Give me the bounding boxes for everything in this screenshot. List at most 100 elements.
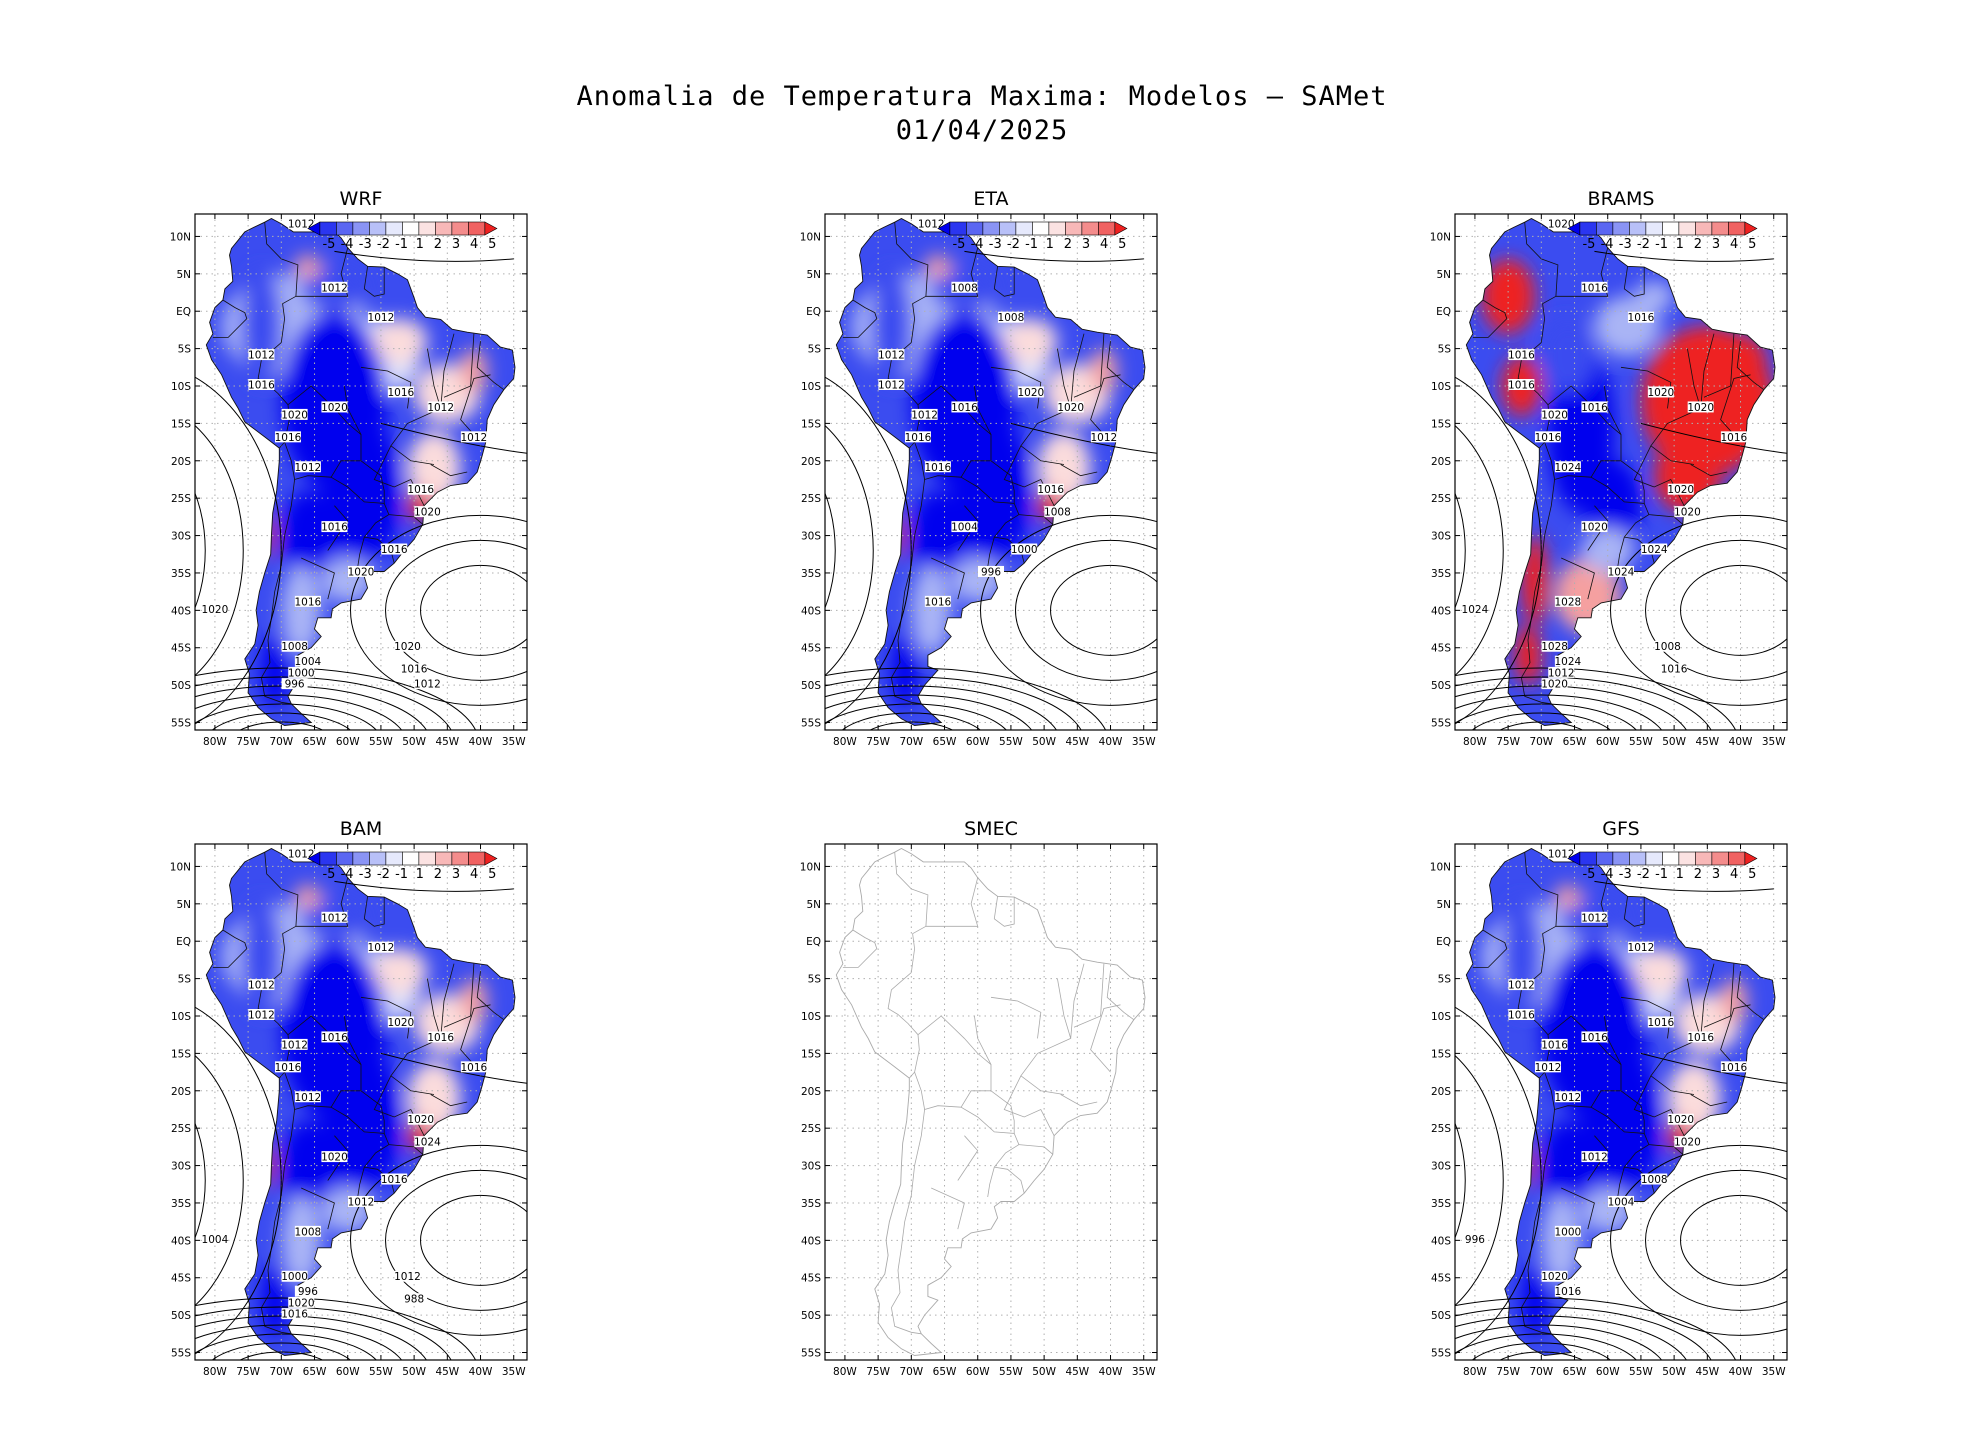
country-border bbox=[925, 247, 979, 297]
country-border bbox=[887, 972, 920, 1079]
colorbar-label: -3 bbox=[359, 867, 372, 882]
colorbar-swatch bbox=[352, 221, 370, 236]
country-border bbox=[1590, 460, 1645, 504]
anomaly-region bbox=[1594, 296, 1661, 357]
contour-label: 1016 bbox=[381, 544, 408, 556]
contour-label-bg bbox=[1554, 1285, 1581, 1297]
country-border bbox=[295, 247, 349, 297]
contour-label-bg bbox=[387, 1016, 414, 1028]
anomaly-region bbox=[1090, 348, 1118, 394]
y-tick-label: 25S bbox=[1431, 493, 1451, 505]
map-frame bbox=[1454, 213, 1788, 731]
anomaly-region bbox=[460, 978, 488, 1024]
contour-label: 1016 bbox=[1508, 350, 1535, 362]
colorbar-swatch bbox=[1612, 851, 1630, 866]
colorbar-swatch bbox=[1596, 851, 1614, 866]
isobar bbox=[1455, 667, 1737, 730]
anomaly-region bbox=[261, 1262, 289, 1338]
contour-label-bg bbox=[281, 408, 308, 420]
contour-label-bg bbox=[381, 1173, 408, 1185]
colorbar-label: 3 bbox=[1082, 237, 1090, 252]
y-tick-label: EQ bbox=[806, 306, 821, 318]
colorbar-label: -4 bbox=[1601, 237, 1614, 252]
contour-label: 1008 bbox=[1044, 507, 1071, 519]
country-border bbox=[993, 503, 1020, 538]
country-border bbox=[1703, 333, 1735, 398]
contour-label-bg bbox=[401, 663, 428, 675]
contour-label: 1020 bbox=[1017, 387, 1044, 399]
y-tick-label: 20S bbox=[171, 456, 191, 468]
contour-label: 1012 bbox=[288, 849, 315, 861]
country-border bbox=[974, 1015, 992, 1065]
contour-label: 1012 bbox=[1628, 942, 1655, 954]
colorbar-label: 4 bbox=[470, 237, 478, 252]
anomaly-region bbox=[281, 1195, 322, 1286]
isobar bbox=[1455, 1006, 1542, 1355]
colorbar-label: -3 bbox=[1619, 237, 1632, 252]
contour-label: 1020 bbox=[1667, 484, 1694, 496]
contour-label-bg bbox=[951, 401, 978, 413]
isobar bbox=[195, 667, 477, 730]
contour-label-bg bbox=[1661, 663, 1688, 675]
contour-label: 1012 bbox=[427, 402, 454, 414]
country-border bbox=[440, 333, 455, 409]
colorbar-label: 1 bbox=[1676, 237, 1684, 252]
colorbar-swatch bbox=[336, 851, 354, 866]
country-border bbox=[1520, 479, 1555, 705]
colorbar-swatch bbox=[1728, 221, 1746, 236]
contour-label-bg bbox=[281, 678, 308, 690]
x-tick-label: 45W bbox=[435, 1366, 459, 1378]
y-tick-label: 45S bbox=[1431, 643, 1451, 655]
contour-label: 996 bbox=[1465, 1234, 1485, 1246]
country-border bbox=[460, 1004, 491, 1073]
anomaly-region bbox=[294, 255, 322, 278]
anomaly-region bbox=[1634, 948, 1688, 994]
country-border bbox=[925, 877, 979, 927]
contour-label: 1012 bbox=[368, 942, 395, 954]
contour-label: 1016 bbox=[427, 1032, 454, 1044]
country-border bbox=[301, 557, 335, 600]
contour-label: 1012 bbox=[348, 1196, 375, 1208]
country-border bbox=[890, 1109, 925, 1335]
contour-label-bg bbox=[1581, 911, 1608, 923]
isobar bbox=[211, 1342, 352, 1360]
x-tick-label: 55W bbox=[1629, 1366, 1653, 1378]
contour-label-bg bbox=[1720, 1061, 1747, 1073]
isobars bbox=[195, 880, 527, 1360]
coastline bbox=[835, 847, 1146, 1356]
colorbar-swatch bbox=[1645, 221, 1663, 236]
contour-label-bg bbox=[1608, 565, 1634, 577]
anomaly-region bbox=[1554, 885, 1582, 908]
contour-label-bg bbox=[407, 1113, 434, 1125]
x-tick-label: 55W bbox=[999, 736, 1023, 748]
x-tick-label: 45W bbox=[1695, 1366, 1719, 1378]
country-border bbox=[1018, 1144, 1054, 1155]
contour-label-bg bbox=[1037, 483, 1064, 495]
y-tick-label: 5S bbox=[808, 974, 822, 986]
contour-label-bg bbox=[294, 1225, 321, 1237]
isobar bbox=[1455, 1324, 1663, 1360]
contour-label: 1020 bbox=[407, 1114, 434, 1126]
anomaly-region bbox=[1501, 896, 1542, 1016]
colorbar-swatch bbox=[1662, 851, 1680, 866]
contour-label: 1012 bbox=[321, 282, 348, 294]
contour-label: 1020 bbox=[394, 641, 421, 653]
country-border bbox=[894, 852, 929, 973]
x-tick-label: 55W bbox=[999, 1366, 1023, 1378]
y-tick-label: EQ bbox=[176, 306, 191, 318]
contour-label: 988 bbox=[404, 1294, 424, 1306]
colorbar-swatch bbox=[451, 851, 469, 866]
contour-label: 1020 bbox=[321, 402, 348, 414]
contour-label-bg bbox=[1461, 1233, 1488, 1245]
contour-label: 1000 bbox=[1555, 1226, 1582, 1238]
x-tick-label: 45W bbox=[1065, 1366, 1089, 1378]
contour-label-bg bbox=[1687, 401, 1714, 413]
colorbar-swatch bbox=[1695, 221, 1713, 236]
x-tick-label: 80W bbox=[203, 736, 227, 748]
contour-label-bg bbox=[1508, 979, 1535, 991]
colorbar-swatch bbox=[418, 221, 436, 236]
country-border bbox=[476, 341, 505, 391]
contour-label: 1016 bbox=[387, 387, 414, 399]
isobar bbox=[1640, 1052, 1787, 1084]
y-tick-label: 10N bbox=[170, 861, 191, 873]
